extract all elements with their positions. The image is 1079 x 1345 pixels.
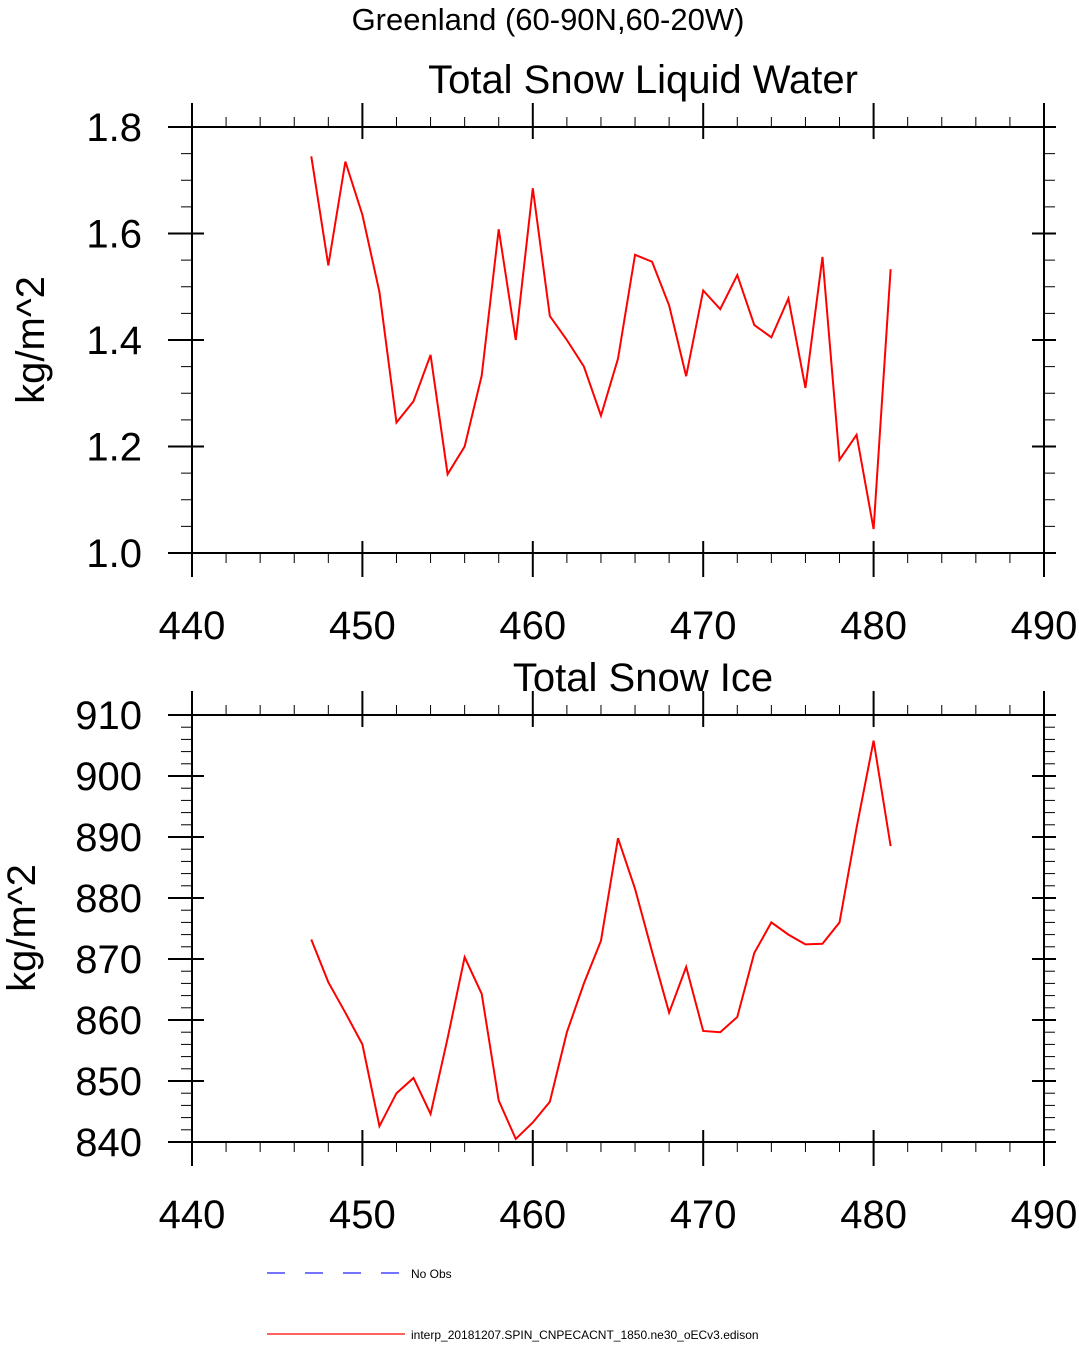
y-tick-label: 880 xyxy=(75,877,142,921)
y-tick-label: 890 xyxy=(75,816,142,860)
x-tick-label: 440 xyxy=(159,1193,226,1237)
y-tick-label: 900 xyxy=(75,755,142,799)
plot-frame xyxy=(191,714,1045,1143)
chart-title: Total Snow Ice xyxy=(513,656,773,700)
series-line-model xyxy=(310,156,892,530)
y-tick-label: 860 xyxy=(75,999,142,1043)
x-tick-label: 450 xyxy=(329,1193,396,1237)
x-tick-label: 470 xyxy=(670,1193,737,1237)
y-tick-label: 1.6 xyxy=(86,213,142,257)
legend: No Obs interp_20181207.SPIN_CNPECACNT_18… xyxy=(267,1267,759,1342)
x-tick-label: 490 xyxy=(1011,604,1078,648)
plot-frame xyxy=(191,126,1045,554)
x-tick-label: 470 xyxy=(670,604,737,648)
chart-title: Total Snow Liquid Water xyxy=(428,58,858,102)
series-line-model xyxy=(310,740,892,1141)
x-tick-label: 490 xyxy=(1011,1193,1078,1237)
y-axis-label: kg/m^2 xyxy=(0,864,44,992)
y-tick-label: 1.0 xyxy=(86,532,142,576)
x-tick-label: 460 xyxy=(499,1193,566,1237)
panel-snow-liquid-water: Total Snow Liquid Water kg/m^2 1.0 1.2 1.4 1.… xyxy=(9,58,1077,648)
legend-label-no-obs: No Obs xyxy=(411,1267,452,1281)
y-tick-label: 1.4 xyxy=(86,319,142,363)
x-tick-label: 480 xyxy=(840,604,907,648)
x-tick-label: 460 xyxy=(499,604,566,648)
figure-title: Greenland (60-90N,60-20W) xyxy=(352,2,745,37)
x-tick-label: 480 xyxy=(840,1193,907,1237)
y-tick-label: 870 xyxy=(75,938,142,982)
y-axis-label: kg/m^2 xyxy=(9,276,53,404)
y-tick-label: 840 xyxy=(75,1121,142,1165)
legend-label-model: interp_20181207.SPIN_CNPECACNT_1850.ne30… xyxy=(411,1328,759,1342)
x-tick-label: 450 xyxy=(329,604,396,648)
y-tick-label: 910 xyxy=(75,694,142,738)
y-tick-label: 850 xyxy=(75,1060,142,1104)
x-tick-label: 440 xyxy=(159,604,226,648)
panel-snow-ice: Total Snow Ice kg/m^2 840 850 860 870 880 890 90… xyxy=(0,656,1077,1237)
y-tick-label: 1.8 xyxy=(86,106,142,150)
y-tick-label: 1.2 xyxy=(86,426,142,470)
